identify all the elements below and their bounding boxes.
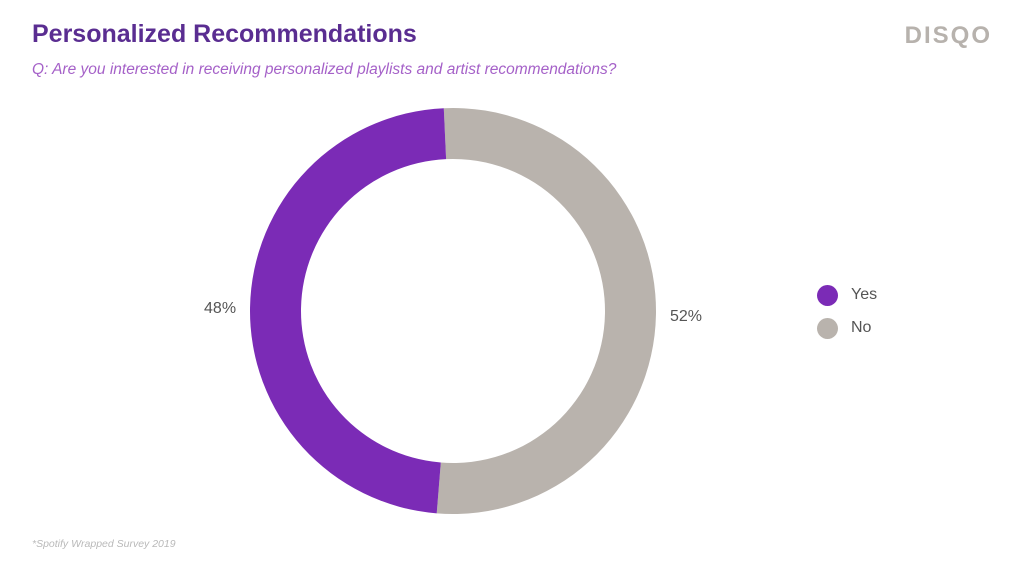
legend-swatch-yes [817,284,838,306]
legend-item-no: No [817,317,877,339]
source-footnote: *Spotify Wrapped Survey 2019 [32,538,176,550]
donut-slice-yes [249,108,447,514]
disqo-logo: DISQO [904,22,992,49]
legend-label-no: No [851,319,872,336]
legend-label-yes: Yes [851,286,878,303]
donut-slices [249,108,656,515]
donut-slice-no [436,108,656,515]
legend-item-yes: Yes [817,284,877,306]
slice-label-yes: 48% [204,300,236,317]
slice-labels: 52% 48% [204,300,702,325]
chart-legend: Yes No [817,284,877,350]
chart-subtitle: Q: Are you interested in receiving perso… [32,61,617,78]
legend-swatch-no [817,317,838,339]
chart-title: Personalized Recommendations [32,20,417,48]
slice-label-no: 52% [670,308,702,325]
